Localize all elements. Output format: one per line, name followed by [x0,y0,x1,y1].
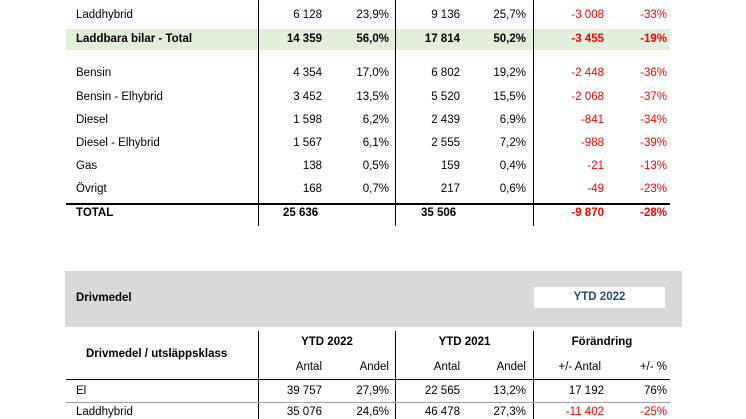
count-2022: 1 598 [293,114,322,126]
col-border [533,331,534,419]
change-count: -2 448 [571,67,604,79]
change-pct: -13% [640,160,667,172]
share-2021: 19,2% [493,67,526,79]
share-2021: 7,2% [499,137,526,149]
share-2022: 56,0% [356,33,389,45]
subheader-andel-2022: Andel [359,361,389,373]
count-2021: 159 [440,160,460,172]
col-border [258,331,259,419]
total-change-count: -9 870 [571,207,604,219]
change-pct: -23% [640,183,667,195]
total-row-border [66,203,670,205]
total-rechargeable-row-bg [66,29,670,50]
count-2021: 17 814 [424,33,460,45]
group-header-change: Förändring [571,336,633,348]
share-2021: 13,2% [493,385,526,397]
total-count-2021: 35 506 [421,207,457,219]
change-pct: -25% [640,406,667,418]
row-label: Laddbara bilar - Total [76,33,193,45]
row-label: Laddhybrid [76,406,133,418]
group-header-ytd2022: YTD 2022 [301,336,353,348]
change-pct: -34% [640,114,667,126]
count-2022: 35 076 [286,406,322,418]
share-2022: 0,7% [362,183,389,195]
row-border [66,402,670,403]
subheader-antal-2022: Antal [295,361,322,373]
count-2022: 6 128 [293,9,322,21]
row-label: Övrigt [76,183,107,195]
row-label: El [76,385,87,397]
count-2022: 3 452 [293,91,322,103]
row-label: Bensin [76,67,112,79]
subheader-change-count: +/- Antal [558,361,601,373]
share-2021: 6,9% [499,114,526,126]
change-pct: 76% [643,385,667,397]
col-border [395,331,396,419]
total-label: TOTAL [76,207,114,219]
row-label: Gas [76,160,98,172]
change-count: -11 402 [565,406,604,418]
change-count: -988 [580,137,604,149]
row-label: Bensin - Elhybrid [76,91,163,103]
share-2022: 24,6% [356,406,389,418]
share-2021: 50,2% [493,33,526,45]
count-2022: 168 [302,183,322,195]
change-count: -841 [580,114,604,126]
count-2021: 6 802 [431,67,460,79]
total-count-2022: 25 636 [283,207,319,219]
share-2021: 0,6% [499,183,526,195]
count-2021: 217 [440,183,460,195]
share-2022: 6,1% [362,137,389,149]
count-2021: 9 136 [431,9,460,21]
section-header-drivmedel: Drivmedel YTD 2022 [65,271,682,327]
change-pct: -36% [640,67,667,79]
count-2021: 5 520 [431,91,460,103]
share-2021: 15,5% [493,91,526,103]
section-title: Drivmedel [76,292,132,304]
share-2021: 27,3% [493,406,526,418]
subheader-antal-2021: Antal [433,361,460,373]
total-change-pct: -28% [640,207,667,219]
period-label: YTD 2022 [573,291,626,303]
share-2022: 27,9% [356,385,389,397]
change-count: -21 [587,160,604,172]
change-count: -49 [587,183,604,195]
period-box: YTD 2022 [534,287,665,308]
count-2022: 1 567 [293,137,322,149]
share-2022: 6,2% [362,114,389,126]
change-count: -3 455 [571,33,604,45]
change-pct: -39% [640,137,667,149]
subheader-andel-2021: Andel [496,361,526,373]
share-2022: 17,0% [356,67,389,79]
share-2022: 23,9% [356,9,389,21]
change-count: 17 192 [568,385,604,397]
change-pct: -33% [640,9,667,21]
count-2022: 14 359 [286,33,322,45]
group-header-ytd2021: YTD 2021 [438,336,491,348]
count-2021: 46 478 [424,406,460,418]
share-2022: 13,5% [356,91,389,103]
row-header: Drivmedel / utsläppsklass [86,348,228,360]
change-pct: -37% [640,91,667,103]
row-label: Laddhybrid [76,9,133,21]
share-2021: 25,7% [493,9,526,21]
share-2022: 0,5% [362,160,389,172]
change-count: -2 068 [571,91,604,103]
subheader-change-pct: +/- % [639,361,667,373]
change-pct: -19% [640,33,667,45]
count-2022: 4 354 [293,67,322,79]
count-2021: 22 565 [424,385,460,397]
header-border [66,379,670,380]
count-2022: 138 [302,160,322,172]
col-border [258,0,259,226]
count-2021: 2 439 [431,114,460,126]
count-2021: 2 555 [431,137,460,149]
row-label: Diesel - Elhybrid [76,137,160,149]
col-border [395,0,396,226]
row-label: Diesel [76,114,108,126]
share-2021: 0,4% [499,160,526,172]
count-2022: 39 757 [286,385,322,397]
col-border [533,0,534,226]
change-count: -3 008 [571,9,604,21]
